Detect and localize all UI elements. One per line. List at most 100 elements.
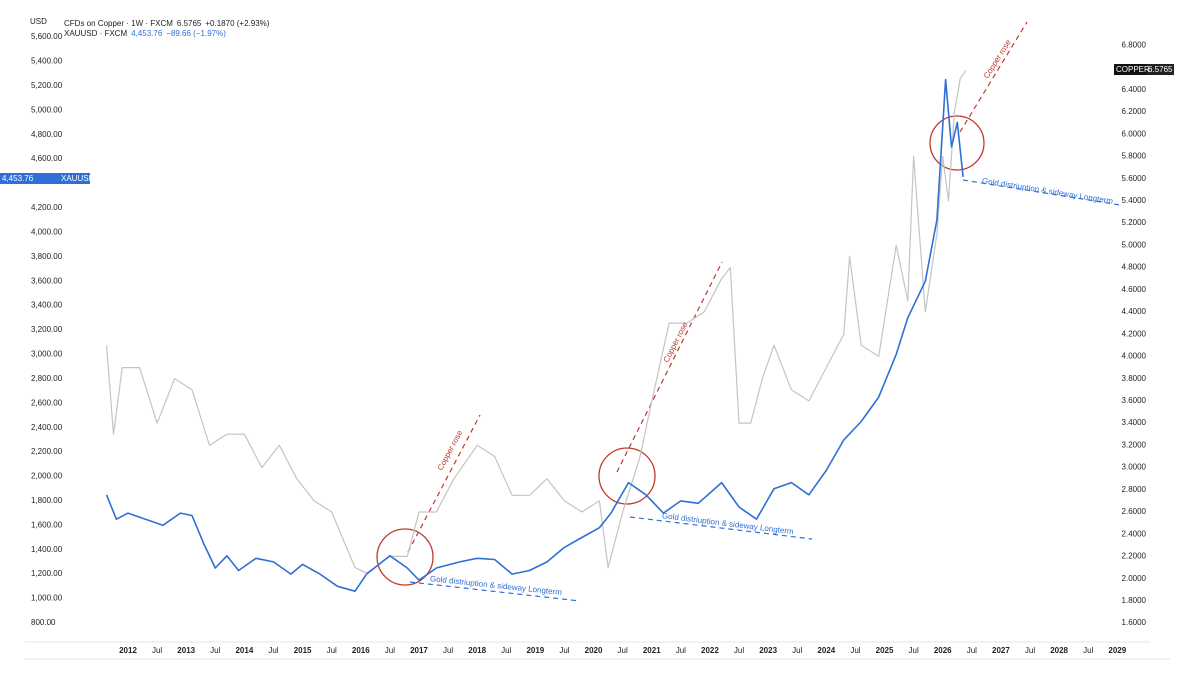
y2-tick-label: 5.6000 (1122, 174, 1147, 183)
y-tick-label: 4,200.00 (31, 203, 63, 212)
series-line (105, 78, 964, 592)
y2-tick-label: 3.2000 (1122, 440, 1147, 449)
y-tick-label: 4,800.00 (31, 130, 63, 139)
y-tick-label: 4,000.00 (31, 227, 63, 236)
y2-tick-label: 3.8000 (1122, 374, 1147, 383)
x-tick-label: Jul (501, 646, 511, 655)
x-tick-label: Jul (152, 646, 162, 655)
blue-arrows (409, 179, 1121, 602)
x-tick-label: Jul (792, 646, 802, 655)
y2-tick-label: 4.4000 (1122, 307, 1147, 316)
legend-gold: XAUUSD · FXCM 4,453.76 −89.66 (−1.97%) (64, 29, 226, 38)
x-tick-label: 2023 (759, 646, 777, 655)
x-tick-label: 2020 (585, 646, 603, 655)
y-axis-unit: USD (30, 17, 47, 26)
x-tick-label: 2016 (352, 646, 370, 655)
gold-badge-price: 4,453.76 (2, 174, 34, 183)
y-tick-label: 1,400.00 (31, 545, 63, 554)
x-tick-label: 2019 (526, 646, 544, 655)
circle (376, 528, 434, 586)
x-tick-label: 2018 (468, 646, 486, 655)
arrow (629, 516, 813, 540)
y-tick-label: 5,400.00 (31, 57, 63, 66)
y2-tick-label: 3.6000 (1122, 396, 1147, 405)
legend-name: CFDs on Copper · 1W · FXCM (64, 19, 173, 28)
y2-tick-label: 3.0000 (1122, 463, 1147, 472)
copper-badge-name: COPPER (1116, 65, 1150, 74)
x-tick-label: 2026 (934, 646, 952, 655)
y-tick-label: 1,800.00 (31, 496, 63, 505)
copper-badge-price: 6.5765 (1148, 65, 1173, 74)
legend-name: XAUUSD · FXCM (64, 29, 127, 38)
y-tick-label: 4,600.00 (31, 154, 63, 163)
y2-tick-label: 2.8000 (1122, 485, 1147, 494)
y-tick-label: 5,600.00 (31, 32, 63, 41)
x-tick-label: Jul (734, 646, 744, 655)
x-tick-label: 2022 (701, 646, 719, 655)
circle (598, 447, 656, 505)
y-tick-label: 2,600.00 (31, 398, 63, 407)
copper-badge-price-bg (1146, 64, 1174, 75)
x-tick-label: 2015 (294, 646, 312, 655)
x-tick-label: 2014 (235, 646, 253, 655)
y-tick-label: 3,200.00 (31, 325, 63, 334)
y2-tick-label: 3.4000 (1122, 418, 1147, 427)
gold-badge-name: XAUUSD (61, 174, 95, 183)
x-tick-label: Jul (268, 646, 278, 655)
arrow (407, 414, 481, 553)
y2-tick-label: 6.4000 (1122, 85, 1147, 94)
y2-tick-label: 1.8000 (1122, 596, 1147, 605)
y-tick-label: 2,400.00 (31, 423, 63, 432)
y-tick-label: 3,400.00 (31, 301, 63, 310)
y-tick-label: 2,800.00 (31, 374, 63, 383)
y2-tick-label: 2.4000 (1122, 529, 1147, 538)
y2-tick-label: 4.6000 (1122, 285, 1147, 294)
x-tick-label: Jul (676, 646, 686, 655)
x-tick-label: Jul (210, 646, 220, 655)
x-tick-label: 2012 (119, 646, 137, 655)
arrow (409, 581, 581, 602)
gold-badge (0, 173, 90, 184)
x-tick-label: Jul (967, 646, 977, 655)
y2-tick-label: 4.0000 (1122, 352, 1147, 361)
legend-last: 4,453.76 (131, 29, 163, 38)
x-tick-label: Jul (618, 646, 628, 655)
y2-tick-label: 2.0000 (1122, 574, 1147, 583)
y2-tick-label: 5.2000 (1122, 218, 1147, 227)
y-tick-label: 1,600.00 (31, 520, 63, 529)
y-tick-label: 5,200.00 (31, 81, 63, 90)
x-tick-label: 2017 (410, 646, 428, 655)
y-tick-label: 3,800.00 (31, 252, 63, 261)
x-tick-label: Jul (850, 646, 860, 655)
y2-tick-label: 2.2000 (1122, 552, 1147, 561)
y2-tick-label: 2.6000 (1122, 507, 1147, 516)
red-arrows (407, 21, 1028, 553)
x-tick-label: Jul (1083, 646, 1093, 655)
x-tick-label: 2021 (643, 646, 661, 655)
y-tick-label: 2,200.00 (31, 447, 63, 456)
x-tick-label: Jul (385, 646, 395, 655)
x-tick-label: 2029 (1108, 646, 1126, 655)
y2-tick-label: 6.0000 (1122, 129, 1147, 138)
legend-change: −89.66 (−1.97%) (166, 29, 226, 38)
y-tick-label: 1,000.00 (31, 594, 63, 603)
y-tick-label: 5,000.00 (31, 105, 63, 114)
x-tick-label: Jul (1025, 646, 1035, 655)
x-tick-label: 2025 (876, 646, 894, 655)
y-tick-label: 1,200.00 (31, 569, 63, 578)
x-tick-label: 2028 (1050, 646, 1068, 655)
legend-change: +0.1870 (+2.93%) (205, 19, 269, 28)
y2-tick-label: 4.8000 (1122, 263, 1147, 272)
y2-tick-label: 4.2000 (1122, 329, 1147, 338)
x-tick-label: 2013 (177, 646, 195, 655)
y-tick-label: 2,000.00 (31, 472, 63, 481)
y2-tick-label: 5.8000 (1122, 152, 1147, 161)
arrow (959, 21, 1028, 133)
legend-last: 6.5765 (177, 19, 202, 28)
y2-tick-label: 5.4000 (1122, 196, 1147, 205)
x-tick-label: 2024 (817, 646, 835, 655)
copper-badge-name-bg (1114, 64, 1146, 75)
legend-copper: CFDs on Copper · 1W · FXCM 6.5765 +0.1870 … (64, 19, 270, 28)
